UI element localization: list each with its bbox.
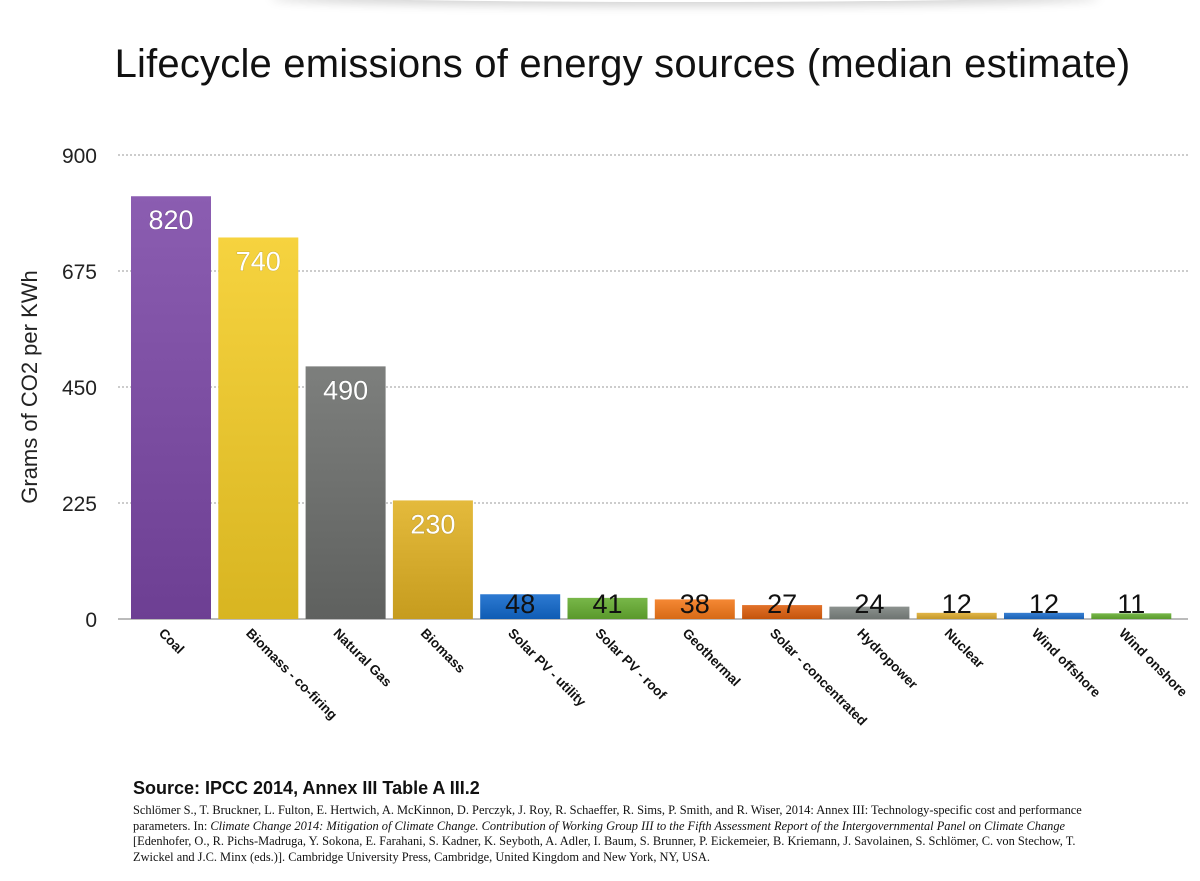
bar — [1004, 612, 1084, 619]
x-tick-label: Coal — [156, 626, 187, 657]
x-tick-label: Biomass - co-firing — [243, 626, 340, 723]
bar — [131, 196, 211, 619]
data-label: 38 — [680, 589, 710, 619]
bar — [1091, 613, 1172, 619]
bar — [742, 605, 823, 619]
bar — [480, 594, 561, 619]
data-label: 230 — [410, 509, 455, 539]
data-label: 41 — [592, 589, 622, 619]
data-label: 490 — [323, 375, 368, 405]
citation-italic-text: Climate Change 2014: Mitigation of Clima… — [210, 818, 1066, 833]
y-tick-label: 0 — [85, 609, 97, 632]
data-label: 12 — [1029, 589, 1059, 619]
x-tick-label: Natural Gas — [330, 626, 394, 690]
bar — [567, 597, 648, 619]
x-tick-label: Wind offshore — [1029, 626, 1104, 701]
y-axis-label: Grams of CO2 per KWh — [17, 270, 42, 504]
data-label: 11 — [1117, 589, 1145, 619]
source-heading: Source: IPCC 2014, Annex III Table A III… — [133, 778, 480, 798]
y-tick-label: 675 — [62, 261, 97, 284]
data-label: 820 — [148, 205, 193, 235]
bar — [392, 500, 473, 619]
y-tick-label: 450 — [62, 377, 97, 400]
data-label: 27 — [767, 589, 797, 619]
x-tick-label: Hydropower — [854, 626, 921, 693]
x-tick-label: Solar PV - utility — [505, 626, 589, 710]
bar — [829, 606, 910, 619]
label-layer: 820 Coal 740 Biomass - co-firing 490 Natural … — [148, 205, 1191, 729]
bar — [305, 366, 386, 619]
bar-layer — [131, 196, 1172, 619]
bar — [916, 612, 997, 619]
data-label: 48 — [505, 589, 535, 619]
data-label: 12 — [942, 589, 972, 619]
x-tick-label: Wind onshore — [1116, 626, 1191, 701]
x-tick-label: Solar - concentrated — [767, 626, 870, 729]
x-tick-label: Solar PV - roof — [592, 626, 669, 703]
citation-text-1: Schlömer S., T. Bruckner, L. Fulton, E. … — [133, 803, 1082, 833]
bar — [218, 237, 299, 619]
bar — [654, 599, 735, 619]
y-tick-label: 225 — [62, 493, 97, 516]
slide-top-shadow — [270, 0, 1100, 2]
x-tick-label: Geothermal — [680, 626, 744, 690]
x-tick-label: Nuclear — [942, 626, 988, 672]
y-tick-label: 900 — [62, 145, 97, 168]
data-label: 24 — [854, 589, 884, 619]
citation-text-2: [Edenhofer, O., R. Pichs-Madruga, Y. Sok… — [133, 834, 1076, 864]
data-label: 740 — [236, 246, 281, 276]
source-citation: Schlömer S., T. Bruckner, L. Fulton, E. … — [133, 803, 1113, 865]
x-tick-label: Biomass — [418, 626, 468, 676]
bar-chart: 0 225 450 675 900 820 Coal 740 Biomass - co-fir… — [17, 145, 1191, 729]
source-block: Source: IPCC 2014, Annex III Table A III… — [133, 778, 1113, 865]
chart-title: Lifecycle emissions of energy sources (m… — [114, 42, 1131, 86]
